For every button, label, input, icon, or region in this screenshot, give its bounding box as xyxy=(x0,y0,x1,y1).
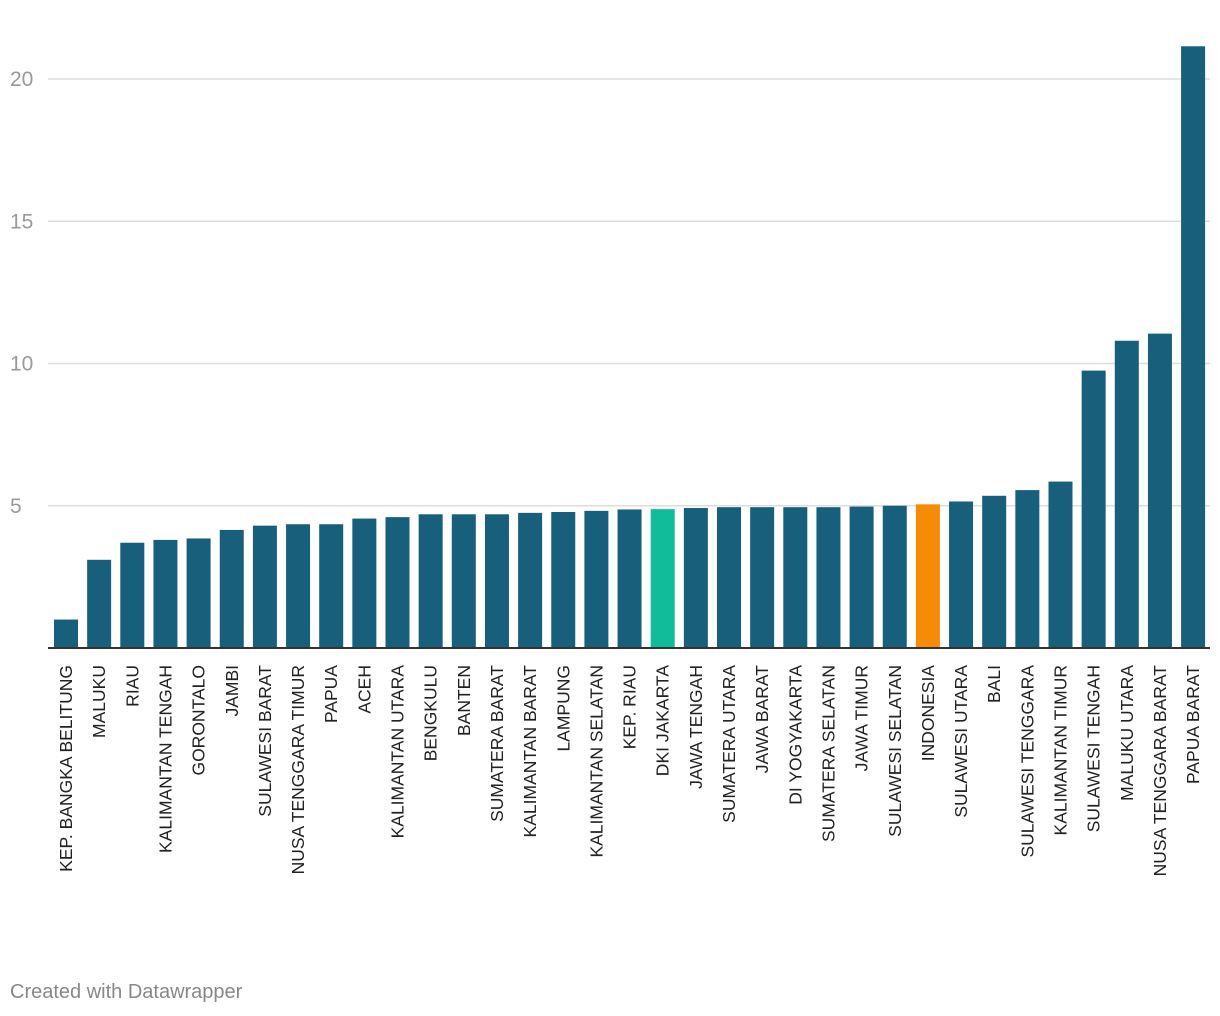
x-tick-label: PAPUA xyxy=(321,665,341,723)
bar xyxy=(418,514,443,648)
bar xyxy=(1181,46,1206,648)
bar xyxy=(87,559,112,648)
bar xyxy=(816,507,841,648)
x-tick-label: KEP. BANGKA BELITUNG xyxy=(56,665,76,872)
bar xyxy=(54,619,78,648)
x-tick-label: KALIMANTAN SELATAN xyxy=(586,665,606,858)
y-axis-ticks: 5 10 15 20 xyxy=(10,68,33,518)
x-tick-label: JAWA TENGAH xyxy=(686,665,706,789)
bar xyxy=(1114,340,1139,648)
x-tick-label: KALIMANTAN TIMUR xyxy=(1051,665,1071,835)
bar xyxy=(186,538,211,648)
x-tick-label: BANTEN xyxy=(454,665,474,736)
x-tick-label: DKI JAKARTA xyxy=(653,665,673,777)
bar xyxy=(352,518,377,648)
bar xyxy=(982,495,1007,648)
bar xyxy=(915,504,940,648)
x-tick-label: GORONTALO xyxy=(189,665,209,776)
x-axis-labels: KEP. BANGKA BELITUNG MALUKU RIAU KALIMANTAN… xyxy=(56,665,1203,877)
x-tick-label: PAPUA BARAT xyxy=(1183,665,1203,784)
y-tick-label: 20 xyxy=(10,68,33,91)
bar xyxy=(882,505,907,648)
x-tick-label: MALUKU UTARA xyxy=(1117,665,1137,801)
bar xyxy=(286,524,311,648)
bar xyxy=(1147,333,1172,648)
bar xyxy=(1081,370,1106,648)
x-tick-label: SUMATERA UTARA xyxy=(719,665,739,823)
x-tick-label: ACEH xyxy=(354,665,374,714)
bar xyxy=(1015,490,1040,648)
bar xyxy=(219,529,244,648)
bar xyxy=(949,501,974,648)
y-tick-label: 5 xyxy=(10,495,22,518)
x-tick-label: SULAWESI SELATAN xyxy=(885,665,905,837)
bar xyxy=(717,507,741,648)
bar xyxy=(120,542,145,648)
x-tick-label: KALIMANTAN TENGAH xyxy=(155,665,175,853)
bar xyxy=(484,514,509,648)
x-tick-label: BENGKULU xyxy=(421,665,441,761)
bar xyxy=(683,508,708,648)
x-tick-label: JAWA BARAT xyxy=(752,665,772,774)
x-tick-label: MALUKU xyxy=(89,665,109,738)
x-tick-label: SULAWESI TENGGARA xyxy=(1017,665,1037,858)
x-tick-label: SULAWESI BARAT xyxy=(255,665,275,817)
x-tick-label: SUMATERA SELATAN xyxy=(818,665,838,842)
y-tick-label: 15 xyxy=(10,210,33,233)
bar xyxy=(252,525,277,648)
bars xyxy=(54,46,1206,648)
bar xyxy=(551,512,576,648)
x-tick-label: SULAWESI UTARA xyxy=(951,665,971,818)
bar xyxy=(650,509,675,648)
bar xyxy=(617,509,642,648)
x-tick-label: RIAU xyxy=(122,665,142,707)
bar xyxy=(319,524,344,648)
bar xyxy=(451,514,476,648)
x-tick-label: INDONESIA xyxy=(918,665,938,762)
x-tick-label: DI YOGYAKARTA xyxy=(785,665,805,805)
credit-text: Created with Datawrapper xyxy=(10,981,243,1003)
x-tick-label: NUSA TENGGARA BARAT xyxy=(1150,665,1170,877)
bar xyxy=(385,517,410,648)
x-tick-label: KALIMANTAN UTARA xyxy=(388,665,408,839)
bar xyxy=(750,507,775,648)
bar xyxy=(153,539,178,648)
x-tick-label: LAMPUNG xyxy=(553,665,573,752)
x-tick-label: SULAWESI TENGAH xyxy=(1084,665,1104,832)
bar xyxy=(1048,481,1073,648)
bar xyxy=(783,507,808,648)
y-tick-label: 10 xyxy=(10,353,33,376)
x-tick-label: KALIMANTAN BARAT xyxy=(520,665,540,838)
bar xyxy=(518,512,543,648)
gridlines xyxy=(48,78,1210,507)
x-tick-label: KEP. RIAU xyxy=(620,665,640,749)
x-tick-label: JAMBI xyxy=(222,665,242,717)
x-tick-label: NUSA TENGGARA TIMUR xyxy=(288,665,308,874)
x-tick-label: BALI xyxy=(984,665,1004,703)
bar xyxy=(584,510,609,648)
x-tick-label: JAWA TIMUR xyxy=(852,665,872,771)
bar xyxy=(849,506,874,648)
x-tick-label: SUMATERA BARAT xyxy=(487,665,507,822)
